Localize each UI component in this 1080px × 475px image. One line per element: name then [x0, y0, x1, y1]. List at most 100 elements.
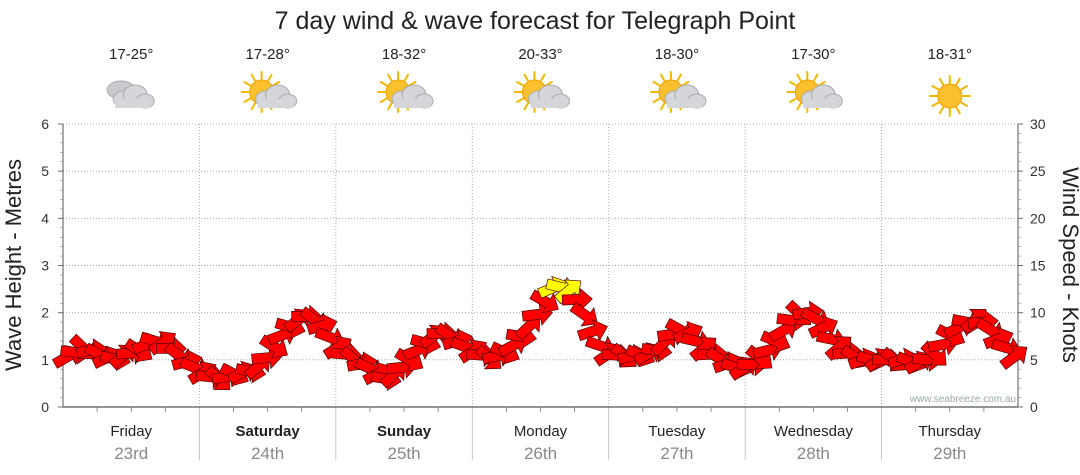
sun-ray — [403, 73, 410, 82]
wind-arrow — [999, 345, 1028, 370]
sun-ray — [960, 101, 969, 107]
wind-arrow — [561, 287, 593, 312]
partly-cloudy-icon — [377, 71, 434, 113]
sun-ray — [250, 102, 257, 111]
cloud-base — [530, 99, 567, 108]
y-tick-right: 20 — [1030, 210, 1046, 226]
sunny-icon — [928, 75, 971, 117]
wind-arrow-shape — [807, 315, 838, 339]
day-date: 26th — [524, 444, 557, 463]
sun-ray — [379, 81, 388, 87]
sun-ray — [540, 73, 546, 82]
day-date: 29th — [933, 444, 966, 463]
partly-cloudy-icon — [649, 71, 707, 113]
wind-arrow-shape — [529, 289, 559, 314]
wind-arrow — [529, 289, 559, 314]
sun-ray — [523, 102, 529, 111]
sun-ray — [789, 97, 798, 103]
sun-ray — [659, 102, 666, 111]
y-axis-left-label: Wave Height - Metres — [1, 159, 26, 371]
day-name-wednesday: Wednesday — [774, 423, 853, 440]
y-tick-right: 5 — [1030, 352, 1038, 368]
chart-title: 7 day wind & wave forecast for Telegraph… — [275, 7, 796, 35]
y-axis-right-label: Wind Speed - Knots — [1058, 167, 1080, 363]
cloud-base — [803, 99, 840, 108]
day-date: 23rd — [114, 444, 148, 463]
sun-ray — [812, 73, 819, 82]
y-tick-right: 0 — [1030, 399, 1038, 415]
y-tick-left: 4 — [41, 210, 49, 226]
wind-arrow-shape — [576, 319, 608, 342]
grid-lines — [63, 123, 1018, 361]
wind-arrow — [306, 313, 338, 337]
wind-arrow — [258, 334, 288, 359]
axis-labels: 0 1 2 3 4 5 6 0 5 10 15 20 25 30 Friday 23rd Saturday 24t… — [41, 116, 1046, 463]
sun-ray — [408, 81, 417, 87]
partly-cloudy-icon — [513, 71, 570, 113]
sun-ray — [960, 85, 969, 91]
sun-ray — [379, 97, 388, 103]
day-temp: 18-32° — [382, 46, 426, 63]
wind-arrow-shape — [569, 301, 598, 327]
wind-arrow-shape — [258, 334, 288, 359]
wind-arrow — [569, 301, 598, 327]
y-tick-left: 6 — [41, 116, 49, 132]
sun-ray — [955, 106, 961, 115]
sun-ray — [789, 81, 798, 87]
y-tick-right: 10 — [1030, 305, 1046, 321]
y-tick-right: 25 — [1030, 163, 1046, 179]
day-temp: 18-31° — [928, 46, 972, 63]
day-temp: 20-33° — [518, 46, 562, 63]
sun-ray — [387, 102, 393, 111]
sun-ray — [516, 81, 525, 87]
day-name-thursday: Thursday — [919, 423, 982, 440]
sun-ray — [796, 73, 802, 82]
day-name-saturday: Saturday — [236, 423, 301, 440]
sun-disc — [937, 83, 963, 109]
wind-arrow — [807, 315, 838, 339]
day-temp: 17-25° — [109, 46, 153, 63]
day-separators — [199, 124, 882, 460]
cloud-base — [394, 99, 431, 108]
day-temp: 17-30° — [791, 46, 835, 63]
sun-ray — [243, 81, 252, 87]
y-tick-left: 2 — [41, 305, 49, 321]
y-tick-right: 15 — [1030, 258, 1046, 274]
sun-ray — [544, 81, 553, 87]
sun-ray — [938, 106, 945, 115]
day-temp: 18-30° — [655, 46, 699, 63]
sun-ray — [681, 81, 690, 87]
y-tick-left: 3 — [41, 258, 49, 274]
day-name-tuesday: Tuesday — [648, 423, 705, 440]
day-date: 28th — [797, 444, 830, 463]
y-tick-left: 0 — [41, 399, 49, 415]
day-date: 27th — [660, 444, 693, 463]
day-name-monday: Monday — [514, 423, 568, 440]
day-name-sunday: Sunday — [377, 423, 432, 440]
sun-ray — [659, 73, 666, 82]
partly-cloudy-icon — [786, 71, 843, 113]
y-tick-left: 5 — [41, 163, 49, 179]
wind-arrow — [576, 319, 608, 342]
cloudy-icon — [106, 80, 155, 109]
sun-ray — [955, 77, 961, 86]
sun-ray — [243, 97, 252, 103]
wind-arrow-shape — [920, 340, 947, 366]
sun-ray — [523, 73, 529, 82]
cloud-base — [257, 99, 294, 108]
sun-ray — [938, 77, 945, 86]
wind-arrow-shape — [999, 345, 1028, 370]
watermark: www.seabreeze.com.au — [909, 394, 1016, 405]
sun-ray — [516, 97, 525, 103]
day-name-friday: Friday — [110, 423, 152, 440]
sun-ray — [250, 73, 257, 82]
sun-ray — [652, 97, 661, 103]
sun-ray — [931, 85, 940, 91]
y-tick-left: 1 — [41, 352, 49, 368]
sun-ray — [817, 81, 826, 87]
sun-ray — [931, 101, 940, 107]
day-date: 24th — [251, 444, 284, 463]
sun-ray — [271, 81, 280, 87]
